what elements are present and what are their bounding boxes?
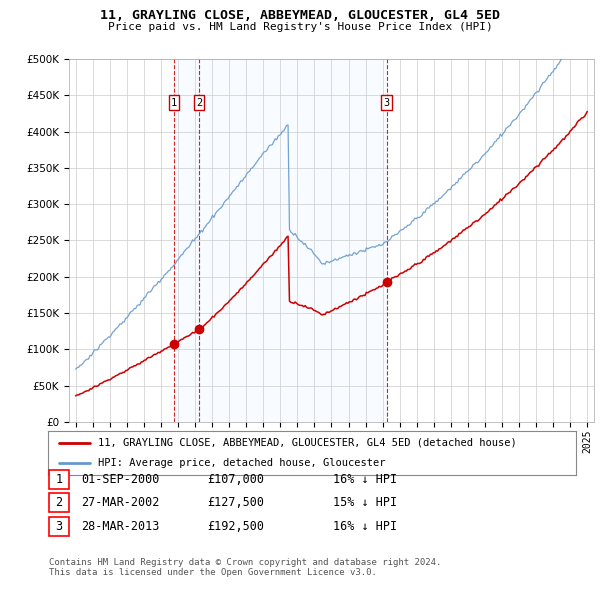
Text: 3: 3 (55, 520, 62, 533)
Text: 27-MAR-2002: 27-MAR-2002 (81, 496, 160, 509)
Bar (199, 59, 386, 422)
Text: 1: 1 (171, 97, 177, 107)
Text: 3: 3 (383, 97, 389, 107)
Text: Price paid vs. HM Land Registry's House Price Index (HPI): Price paid vs. HM Land Registry's House … (107, 22, 493, 32)
Text: 15% ↓ HPI: 15% ↓ HPI (333, 496, 397, 509)
Text: £127,500: £127,500 (207, 496, 264, 509)
Text: 28-MAR-2013: 28-MAR-2013 (81, 520, 160, 533)
Text: 11, GRAYLING CLOSE, ABBEYMEAD, GLOUCESTER, GL4 5ED: 11, GRAYLING CLOSE, ABBEYMEAD, GLOUCESTE… (100, 9, 500, 22)
Text: 2: 2 (196, 97, 202, 107)
Text: 1: 1 (55, 473, 62, 486)
Text: £192,500: £192,500 (207, 520, 264, 533)
Text: 11, GRAYLING CLOSE, ABBEYMEAD, GLOUCESTER, GL4 5ED (detached house): 11, GRAYLING CLOSE, ABBEYMEAD, GLOUCESTE… (98, 438, 517, 448)
Text: 2: 2 (55, 496, 62, 509)
Text: 16% ↓ HPI: 16% ↓ HPI (333, 520, 397, 533)
Text: HPI: Average price, detached house, Gloucester: HPI: Average price, detached house, Glou… (98, 458, 386, 468)
Bar (174, 59, 199, 422)
Text: £107,000: £107,000 (207, 473, 264, 486)
Text: 16% ↓ HPI: 16% ↓ HPI (333, 473, 397, 486)
Text: 01-SEP-2000: 01-SEP-2000 (81, 473, 160, 486)
Text: Contains HM Land Registry data © Crown copyright and database right 2024.
This d: Contains HM Land Registry data © Crown c… (49, 558, 442, 577)
